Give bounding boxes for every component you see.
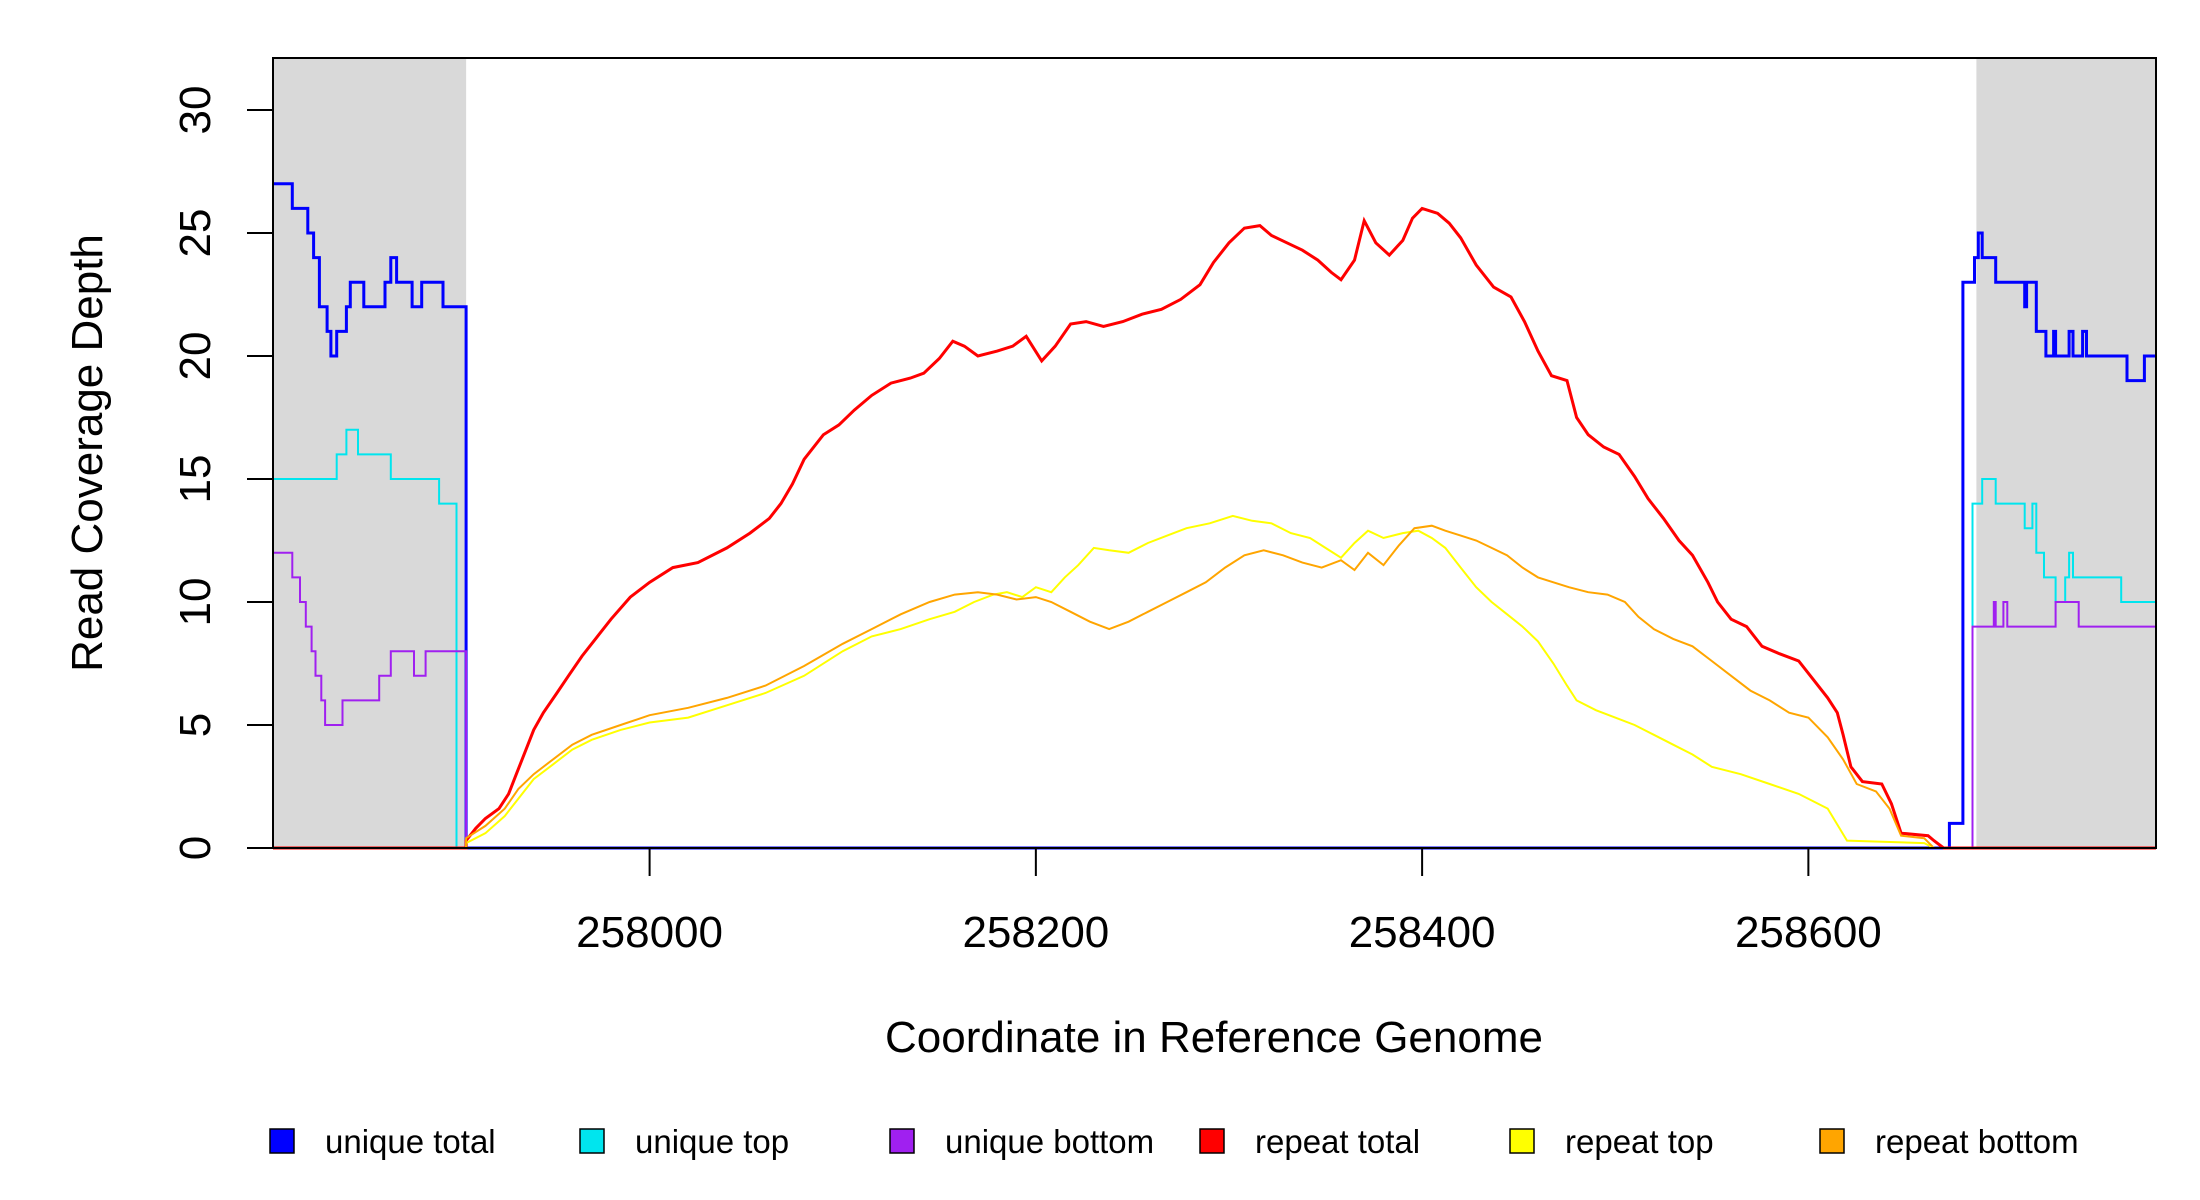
series-layer xyxy=(273,182,2156,850)
series-line-repeat-bottom xyxy=(273,524,2156,849)
y-tick-label-2: 10 xyxy=(171,578,220,627)
shaded-regions xyxy=(273,58,2156,848)
legend-swatch xyxy=(1509,1128,1535,1154)
legend-item-unique-top: unique top xyxy=(579,1123,789,1160)
x-axis-title: Coordinate in Reference Genome xyxy=(885,1013,1543,1062)
series-line-unique-top xyxy=(273,428,2156,849)
legend-item-unique-total: unique total xyxy=(269,1123,496,1160)
legend-item-repeat-bottom: repeat bottom xyxy=(1819,1123,2079,1160)
y-axis: 0 5 10 15 20 25 30 xyxy=(171,86,274,860)
legend-label: repeat bottom xyxy=(1875,1123,2079,1160)
shaded-region-1 xyxy=(1976,58,2156,848)
legend-label: unique bottom xyxy=(945,1123,1154,1160)
legend-swatch xyxy=(579,1128,605,1154)
legend-item-repeat-top: repeat top xyxy=(1509,1123,1714,1160)
y-tick-label-5: 25 xyxy=(171,209,220,258)
legend-swatch xyxy=(269,1128,295,1154)
legend-label: unique total xyxy=(325,1123,496,1160)
legend-item-repeat-total: repeat total xyxy=(1199,1123,1420,1160)
legend-label: repeat total xyxy=(1255,1123,1420,1160)
series-line-repeat-total xyxy=(273,206,2156,850)
legend-swatch xyxy=(889,1128,915,1154)
x-axis: 258000 258200 258400 258600 xyxy=(576,847,1882,957)
legend-swatch xyxy=(1819,1128,1845,1154)
y-tick-label-3: 15 xyxy=(171,455,220,504)
x-tick-label-1: 258200 xyxy=(962,908,1109,957)
legend: unique total unique top unique bottom repea… xyxy=(269,1123,2079,1160)
legend-item-unique-bottom: unique bottom xyxy=(889,1123,1154,1160)
x-tick-label-0: 258000 xyxy=(576,908,723,957)
series-line-unique-bottom xyxy=(273,551,2156,849)
legend-label: repeat top xyxy=(1565,1123,1714,1160)
series-line-repeat-top xyxy=(273,514,2156,849)
y-axis-title: Read Coverage Depth xyxy=(63,234,112,672)
x-tick-label-3: 258600 xyxy=(1735,908,1882,957)
y-tick-label-1: 5 xyxy=(171,713,220,737)
legend-swatch xyxy=(1199,1128,1225,1154)
y-tick-label-4: 20 xyxy=(171,332,220,381)
x-tick-label-2: 258400 xyxy=(1349,908,1496,957)
legend-label: unique top xyxy=(635,1123,789,1160)
y-tick-label-6: 30 xyxy=(171,86,220,135)
shaded-region-0 xyxy=(273,58,467,848)
y-tick-label-0: 0 xyxy=(171,836,220,860)
series-line-unique-total xyxy=(273,182,2156,850)
plot-frame xyxy=(272,57,2157,849)
